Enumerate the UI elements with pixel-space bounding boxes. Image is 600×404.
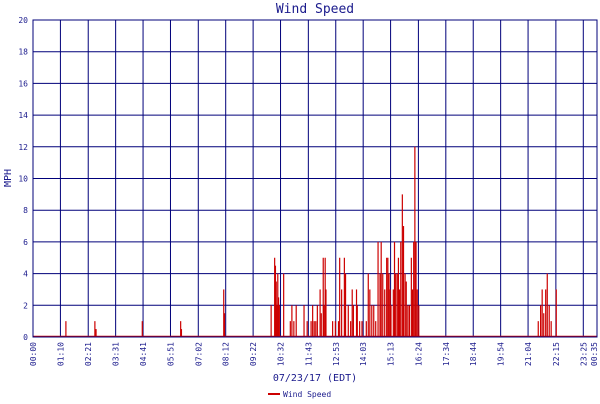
axes	[32, 19, 598, 338]
x-tick-label: 17:34	[442, 342, 451, 366]
x-tick-label: 12:53	[332, 342, 341, 366]
y-tick-label: 6	[23, 238, 28, 247]
x-tick-label: 18:44	[469, 342, 478, 366]
x-tick-label: 09:22	[249, 342, 258, 366]
x-axis-label: 07/23/17 (EDT)	[273, 373, 357, 384]
y-tick-label: 16	[18, 79, 28, 88]
y-tick-label: 18	[18, 48, 28, 57]
legend-label: Wind Speed	[283, 390, 331, 399]
x-tick-label: 00:00	[29, 342, 38, 366]
x-tick-label: 01:10	[56, 342, 65, 366]
plot-frame	[32, 19, 598, 338]
grid-lines	[33, 20, 597, 337]
tick-labels: 0 2 4 6 8 10 12 14 16 18 20 00:00 01:10 02:21 03:31 04:…	[18, 16, 599, 366]
x-tick-label: 07:02	[194, 342, 203, 366]
x-tick-label: 10:32	[277, 342, 286, 366]
y-tick-label: 10	[18, 175, 28, 184]
x-tick-label: 14:03	[359, 342, 368, 366]
x-tick-label: 00:35	[590, 342, 599, 366]
y-tick-label: 2	[23, 301, 28, 310]
x-tick-label: 19:54	[497, 342, 506, 366]
y-tick-label: 20	[18, 16, 28, 25]
x-tick-label: 23:25	[579, 342, 588, 366]
y-tick-label: 0	[23, 333, 28, 342]
y-axis-label: MPH	[3, 169, 14, 187]
x-tick-label: 08:12	[222, 342, 231, 366]
y-tick-label: 4	[23, 270, 28, 279]
x-tick-label: 04:41	[139, 342, 148, 366]
x-tick-label: 03:31	[112, 342, 121, 366]
x-tick-label: 05:51	[166, 342, 175, 366]
x-tick-label: 22:15	[552, 342, 561, 366]
x-tick-label: 02:21	[84, 342, 93, 366]
chart-title: Wind Speed	[276, 2, 354, 17]
x-tick-label: 21:04	[524, 342, 533, 366]
x-tick-label: 15:13	[387, 342, 396, 366]
y-tick-label: 14	[18, 111, 28, 120]
y-tick-label: 8	[23, 206, 28, 215]
x-tick-label: 11:43	[304, 342, 313, 366]
legend: Wind Speed	[268, 390, 331, 399]
x-tick-label: 16:24	[414, 342, 423, 366]
y-tick-label: 12	[18, 143, 28, 152]
